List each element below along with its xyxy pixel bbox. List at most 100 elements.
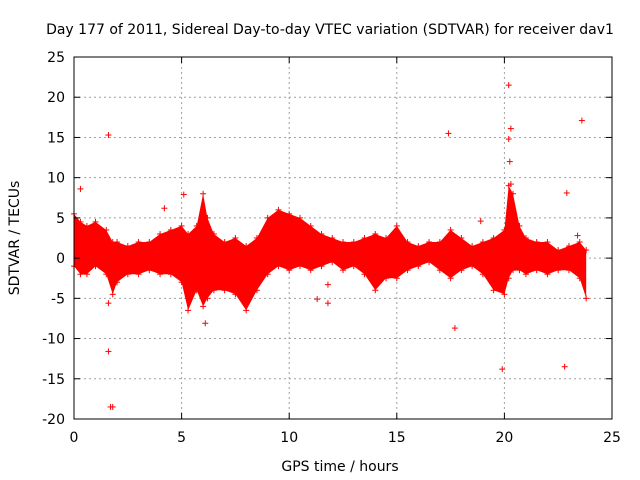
band-upper-point bbox=[167, 226, 174, 233]
band-lower-point bbox=[415, 263, 422, 270]
outlier-point bbox=[505, 82, 512, 89]
band-upper-point bbox=[157, 230, 164, 237]
band-lower-point bbox=[103, 271, 110, 278]
band-lower-point bbox=[167, 271, 174, 278]
band-lower-point bbox=[232, 291, 239, 298]
band-upper-point bbox=[232, 235, 239, 241]
band-lower-point bbox=[361, 271, 368, 278]
band-upper-point bbox=[415, 243, 422, 250]
band-upper-point bbox=[92, 218, 99, 225]
outlier-point bbox=[578, 117, 585, 124]
outlier-point bbox=[105, 300, 112, 307]
band-lower-point bbox=[522, 271, 529, 278]
plot-frame bbox=[73, 56, 613, 420]
y-tick-labels: -20 -15 -10 -5 0 5 10 15 20 25 bbox=[42, 50, 65, 428]
band-upper-point bbox=[404, 239, 411, 246]
band-upper-point bbox=[565, 243, 572, 250]
y-tick-label: -20 bbox=[42, 412, 65, 428]
band-lower-point bbox=[146, 267, 153, 274]
band-upper-point bbox=[135, 239, 142, 246]
band-upper-point bbox=[479, 239, 486, 246]
band-lower-point bbox=[583, 295, 590, 302]
outlier-point bbox=[563, 189, 570, 196]
band-lower-point bbox=[296, 263, 303, 270]
band-upper-point bbox=[436, 239, 443, 246]
band-upper-point bbox=[510, 190, 517, 197]
band-upper-point bbox=[77, 218, 84, 225]
outlier-point bbox=[506, 158, 513, 165]
band-lower-point bbox=[157, 271, 164, 278]
band-lower-point bbox=[393, 275, 400, 282]
outlier-point bbox=[561, 363, 568, 370]
outlier-point bbox=[77, 185, 84, 192]
outlier-point bbox=[507, 125, 514, 132]
band-upper-point bbox=[193, 222, 200, 229]
band-lower-point bbox=[469, 263, 476, 270]
band-upper-point bbox=[286, 210, 293, 217]
band-lower-point bbox=[253, 287, 260, 294]
band-lower-point bbox=[555, 267, 562, 274]
band-lower-point bbox=[92, 263, 99, 270]
band-upper-point bbox=[253, 235, 260, 241]
band-upper-point bbox=[501, 226, 508, 233]
band-upper-point bbox=[522, 235, 529, 241]
x-tick-label: 15 bbox=[388, 430, 406, 446]
axis-ticks bbox=[73, 56, 613, 420]
y-tick-label: -10 bbox=[42, 332, 65, 348]
band-lower-point bbox=[501, 291, 508, 298]
band-lower-point bbox=[490, 287, 497, 294]
data-series-outliers bbox=[77, 82, 585, 410]
band-upper-point bbox=[372, 230, 379, 237]
outlier-point bbox=[445, 130, 452, 137]
band-lower-point bbox=[404, 267, 411, 274]
band-upper-point bbox=[426, 239, 433, 246]
outlier-point bbox=[574, 232, 581, 239]
band-upper-point bbox=[469, 243, 476, 250]
band-lower-point bbox=[286, 267, 293, 274]
band-upper-point bbox=[114, 239, 121, 246]
band-lower-point bbox=[350, 263, 357, 270]
band-lower-point bbox=[479, 271, 486, 278]
y-tick-label: -5 bbox=[51, 291, 65, 307]
outlier-point bbox=[161, 205, 168, 212]
band-lower-point bbox=[275, 263, 282, 270]
band-lower-point bbox=[210, 287, 217, 294]
band-upper-point bbox=[576, 239, 583, 246]
band-lower-point bbox=[318, 263, 325, 270]
band-lower-point bbox=[307, 267, 314, 274]
band-upper-point bbox=[490, 235, 497, 241]
outlier-point bbox=[505, 136, 512, 143]
band-upper-point bbox=[264, 214, 271, 221]
band-lower-point bbox=[114, 279, 121, 286]
band-lower-point bbox=[426, 259, 433, 266]
band-upper-point bbox=[243, 243, 250, 250]
x-tick-label: 25 bbox=[603, 430, 621, 446]
band-lower-point bbox=[135, 271, 142, 278]
band-upper-point bbox=[210, 230, 217, 237]
y-tick-label: 0 bbox=[56, 251, 65, 267]
band-lower-point bbox=[264, 271, 271, 278]
band-upper-point bbox=[393, 222, 400, 229]
band-lower-point bbox=[565, 267, 572, 274]
band-upper-point bbox=[200, 190, 207, 197]
x-tick-label: 20 bbox=[495, 430, 513, 446]
band-upper-point bbox=[329, 235, 336, 241]
band-lower-point bbox=[193, 287, 200, 294]
band-upper-point bbox=[383, 235, 390, 241]
band-lower-point bbox=[436, 267, 443, 274]
band-upper-point bbox=[307, 222, 314, 229]
band-upper-point bbox=[221, 239, 228, 246]
band-upper-point bbox=[185, 230, 192, 237]
band-lower-point bbox=[458, 267, 465, 274]
x-tick-label: 0 bbox=[70, 430, 79, 446]
band-lower-point bbox=[544, 271, 551, 278]
band-lower-point bbox=[178, 279, 185, 286]
band-lower-point bbox=[204, 295, 211, 302]
outlier-point bbox=[324, 300, 331, 307]
band-lower-point bbox=[185, 307, 192, 314]
band-lower-point bbox=[510, 267, 517, 274]
band-upper-point bbox=[458, 235, 465, 241]
x-tick-label: 10 bbox=[280, 430, 298, 446]
chart-title: Day 177 of 2011, Sidereal Day-to-day VTE… bbox=[46, 22, 614, 38]
band-lower-point bbox=[83, 271, 90, 278]
